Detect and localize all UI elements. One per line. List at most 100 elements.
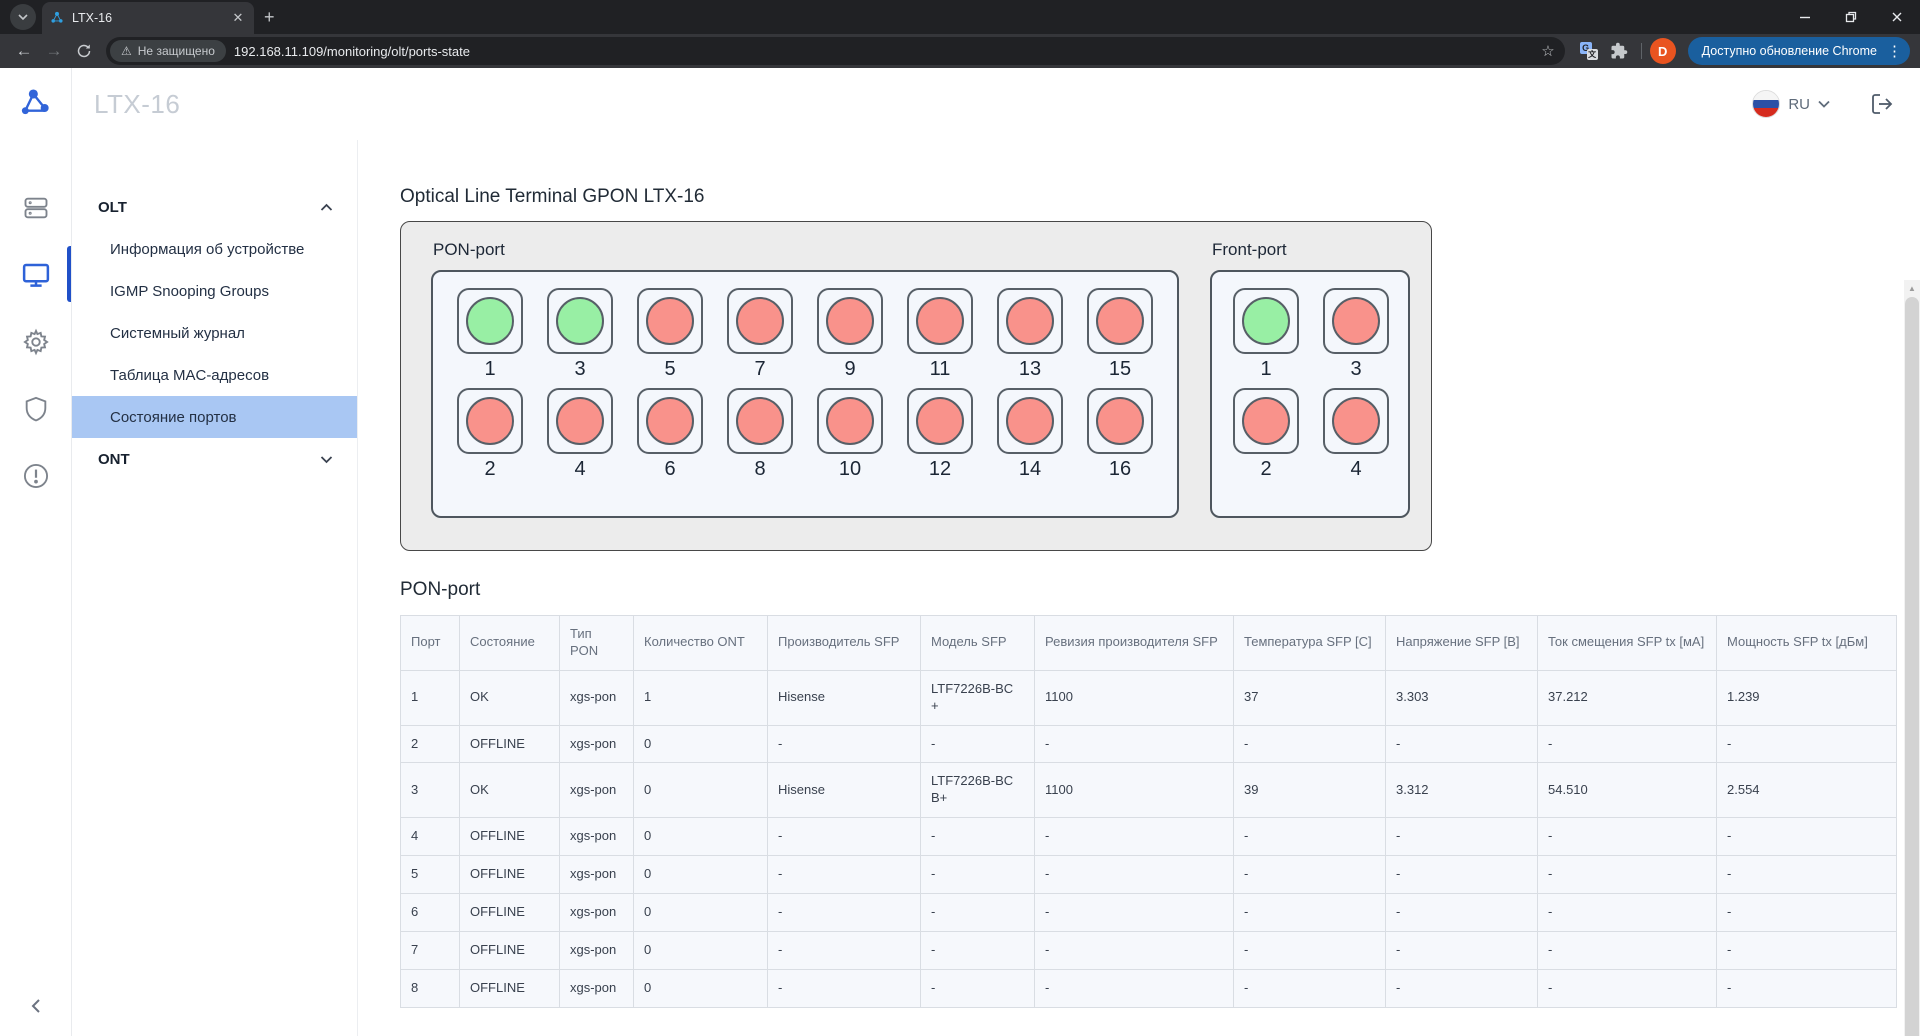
table-cell: 3.312	[1385, 762, 1538, 819]
profile-avatar[interactable]: D	[1649, 38, 1676, 64]
port-4: 4	[1323, 388, 1389, 488]
table-cell: -	[920, 817, 1035, 857]
security-chip[interactable]: ⚠ Не защищено	[110, 40, 226, 62]
table-cell: 39	[1233, 762, 1386, 819]
table-cell: -	[1385, 968, 1538, 1008]
table-cell: xgs-pon	[559, 855, 634, 895]
address-bar[interactable]: ⚠ Не защищено 192.168.11.109/monitoring/…	[106, 37, 1565, 65]
sidebar-item[interactable]: Системный журнал	[110, 324, 245, 342]
tab-search-button[interactable]	[10, 4, 36, 30]
page-scrollbar[interactable]: ▲	[1904, 280, 1920, 1036]
table-cell: OK	[459, 669, 560, 726]
browser-tab-strip: LTX-16 ✕ +	[0, 0, 1920, 34]
table-cell: xgs-pon	[559, 817, 634, 857]
port-status-lamp	[826, 297, 874, 345]
new-tab-button[interactable]: +	[264, 7, 275, 27]
table-cell: LTF7226B-BC B+	[920, 762, 1035, 819]
port-tile	[457, 388, 523, 454]
pon-port-table: Порт Состояние Тип PON Количество ONT Произв…	[400, 615, 1897, 1008]
port-status-lamp	[556, 397, 604, 445]
sidebar-item[interactable]: Информация об устройстве	[110, 240, 305, 258]
table-cell: 37.212	[1537, 669, 1717, 726]
shield-icon[interactable]	[21, 394, 51, 424]
chrome-update-button[interactable]: Доступно обновление Chrome ⋮	[1687, 37, 1910, 65]
port-number: 8	[754, 458, 766, 480]
table-cell: -	[920, 930, 1035, 970]
table-cell: xgs-pon	[559, 968, 634, 1008]
table-cell: 3	[400, 762, 460, 819]
port-number: 14	[1018, 458, 1042, 480]
logout-button[interactable]	[1870, 92, 1894, 116]
port-4: 4	[547, 388, 613, 488]
port-2: 2	[457, 388, 523, 488]
port-8: 8	[727, 388, 793, 488]
port-status-lamp	[1332, 297, 1380, 345]
gear-icon[interactable]	[21, 327, 51, 357]
port-tile	[907, 288, 973, 354]
table-cell: -	[920, 968, 1035, 1008]
table-cell: OFFLINE	[459, 817, 560, 857]
table-cell: -	[1233, 855, 1386, 895]
sidebar-item[interactable]: IGMP Snooping Groups	[110, 282, 269, 300]
table-cell: OFFLINE	[459, 893, 560, 932]
port-status-lamp	[826, 397, 874, 445]
table-cell: -	[1716, 968, 1897, 1008]
port-tile	[1233, 388, 1299, 454]
app-logo-icon	[0, 68, 72, 140]
sidebar-section-olt[interactable]: OLT	[72, 186, 357, 228]
table-section-title: PON-port	[400, 579, 481, 600]
table-cell: 4	[400, 817, 460, 857]
scrollbar-thumb[interactable]	[1905, 297, 1919, 1036]
port-tile	[727, 388, 793, 454]
chevron-up-icon	[320, 203, 333, 211]
window-minimize-button[interactable]	[1782, 0, 1828, 34]
table-cell: -	[767, 724, 921, 764]
back-button[interactable]: ←	[15, 41, 33, 60]
table-cell: -	[1233, 930, 1386, 970]
sidebar-section-ont[interactable]: ONT	[72, 438, 357, 480]
table-cell: 0	[633, 855, 768, 895]
browser-menu-icon[interactable]: ⋮	[1887, 43, 1902, 60]
sidebar-item[interactable]: Таблица MAC-адресов	[110, 366, 270, 384]
table-cell: -	[767, 855, 921, 895]
sidebar-collapse-button[interactable]	[0, 998, 72, 1014]
forward-button[interactable]: →	[45, 41, 63, 60]
port-number: 2	[484, 458, 496, 480]
device-stack-icon[interactable]	[21, 193, 51, 223]
scrollbar-up-arrow[interactable]: ▲	[1908, 283, 1916, 293]
bookmark-star-icon[interactable]: ☆	[1541, 43, 1555, 60]
table-cell: -	[920, 855, 1035, 895]
favicon	[50, 11, 64, 25]
table-cell: -	[920, 893, 1035, 932]
port-tile	[1087, 388, 1153, 454]
port-number: 7	[754, 358, 766, 380]
reload-button[interactable]	[70, 37, 98, 65]
port-number: 3	[1350, 358, 1362, 380]
pon-port-box: 1 3 5 7 9 11 13 15 2 4 6 8 10 12 14 16	[431, 270, 1179, 518]
table-cell: -	[767, 968, 921, 1008]
sidebar-item[interactable]: Состояние портов	[72, 396, 357, 438]
extensions-icon[interactable]	[1605, 37, 1633, 65]
column-header: Тип PON	[559, 615, 634, 671]
language-code: RU	[1788, 95, 1810, 113]
port-tile	[637, 288, 703, 354]
pon-panel-label: PON-port	[433, 240, 505, 259]
language-selector[interactable]: RU	[1752, 90, 1830, 118]
table-cell: -	[1034, 930, 1234, 970]
table-cell: -	[1716, 817, 1897, 857]
port-tile	[727, 288, 793, 354]
window-close-button[interactable]	[1874, 0, 1920, 34]
front-port-section: Front-port 1 3 2 4	[1210, 238, 1410, 550]
alert-icon[interactable]	[21, 461, 51, 491]
port-status-lamp	[1242, 397, 1290, 445]
browser-tab[interactable]: LTX-16 ✕	[42, 2, 254, 34]
tab-close-icon[interactable]: ✕	[232, 10, 244, 25]
port-number: 13	[1018, 358, 1042, 380]
table-cell: -	[1385, 893, 1538, 932]
window-restore-button[interactable]	[1828, 0, 1874, 34]
monitor-icon[interactable]	[21, 260, 51, 290]
table-row: 4 OFFLINE xgs-pon 0- - - - - - -	[400, 817, 1897, 857]
port-status-lamp	[1096, 297, 1144, 345]
table-header-row: Порт Состояние Тип PON Количество ONT Произв…	[400, 615, 1897, 671]
